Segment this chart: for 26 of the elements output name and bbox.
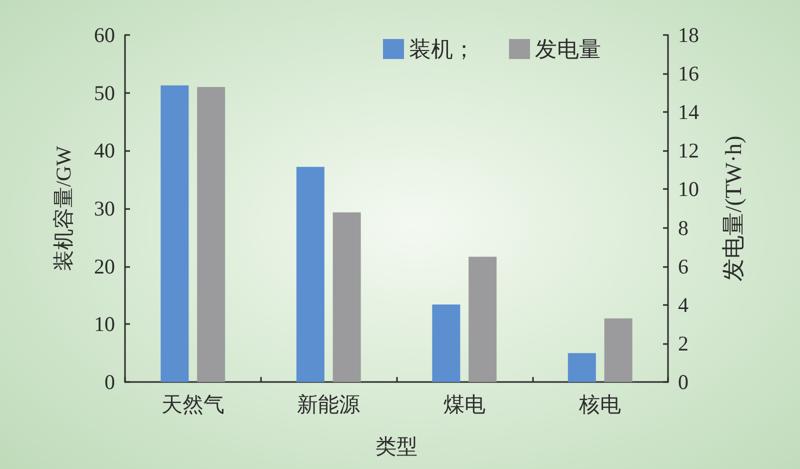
y-tick-label: 40 [94, 138, 115, 163]
y2-tick-label: 8 [678, 216, 688, 240]
x-tick-label: 煤电 [443, 392, 486, 416]
x-axis-title: 类型 [376, 434, 418, 458]
y2-tick-label: 4 [678, 292, 689, 317]
legend-label: 发电量 [535, 36, 601, 62]
y2-tick-label: 2 [678, 331, 688, 356]
x-tick-label: 天然气 [161, 392, 224, 416]
y2-tick-label: 10 [678, 177, 699, 202]
legend-label: 装机； [409, 36, 475, 62]
y-tick-label: 60 [94, 23, 115, 47]
y-tick-label: 0 [104, 370, 115, 394]
x-tick-label: 核电 [578, 392, 622, 416]
y2-tick-label: 14 [678, 100, 700, 124]
x-tick-label: 新能源 [297, 392, 360, 416]
y-axis-title: 装机容量/GW [52, 146, 76, 271]
y-tick-label: 30 [94, 196, 115, 220]
y-tick-label: 50 [94, 80, 115, 105]
y2-tick-label: 0 [678, 370, 688, 394]
y2-tick-label: 16 [678, 62, 699, 86]
y2-tick-label: 18 [678, 23, 699, 47]
y2-tick-label: 12 [678, 138, 699, 163]
y-tick-label: 20 [94, 254, 115, 278]
y2-axis-title: 发电量/(TW·h) [721, 136, 746, 282]
y2-tick-label: 6 [678, 254, 688, 278]
y-tick-label: 10 [94, 312, 115, 336]
